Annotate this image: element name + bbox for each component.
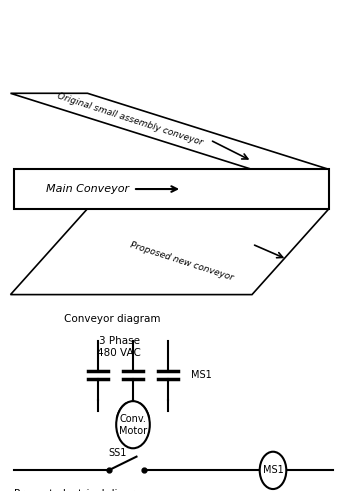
Text: Original small assembly conveyor: Original small assembly conveyor — [56, 91, 203, 147]
Polygon shape — [10, 93, 329, 169]
Text: SS1: SS1 — [108, 448, 127, 458]
Text: MS1: MS1 — [191, 370, 211, 380]
Text: Main Conveyor: Main Conveyor — [46, 184, 129, 194]
Text: Conv.
Motor: Conv. Motor — [119, 414, 147, 436]
Text: Proposed new conveyor: Proposed new conveyor — [129, 241, 235, 283]
Text: Present electrical diagram.: Present electrical diagram. — [14, 489, 155, 491]
Circle shape — [116, 401, 150, 448]
Text: 3 Phase
480 VAC: 3 Phase 480 VAC — [97, 336, 141, 358]
Circle shape — [260, 452, 286, 489]
Text: MS1: MS1 — [262, 465, 284, 475]
Polygon shape — [10, 209, 329, 295]
Text: Conveyor diagram: Conveyor diagram — [64, 314, 160, 324]
Bar — [14, 169, 329, 209]
